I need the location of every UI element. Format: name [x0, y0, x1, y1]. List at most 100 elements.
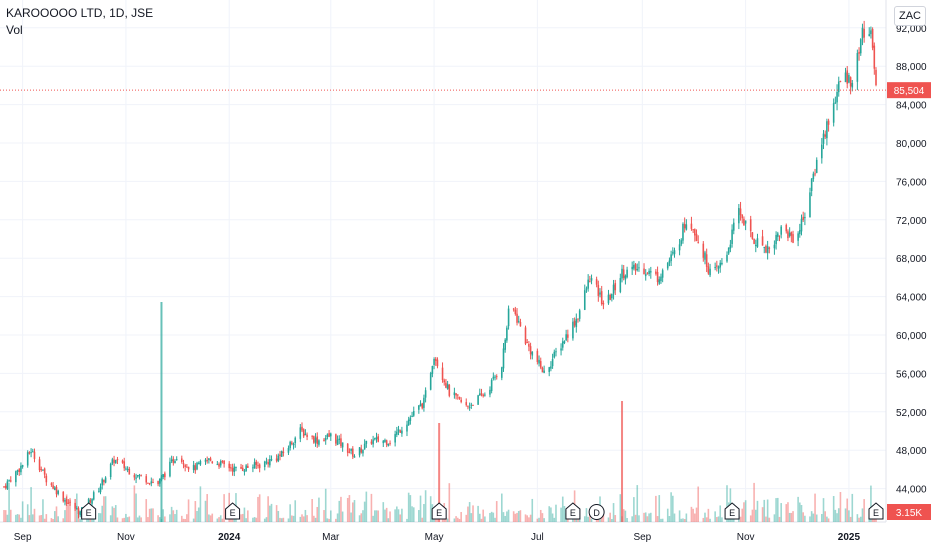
candle-body: [79, 511, 81, 516]
candle-body: [384, 439, 386, 442]
candle-body: [326, 434, 329, 438]
volume-bar: [846, 498, 849, 522]
volume-bar: [104, 496, 107, 522]
candle-body: [128, 468, 131, 475]
candle-body: [30, 452, 32, 454]
candle-body: [221, 461, 224, 463]
volume-bar: [199, 486, 202, 522]
volume-bar: [821, 514, 823, 522]
candle-body: [859, 39, 862, 54]
candle-body: [621, 268, 623, 279]
x-tick-label: Mar: [322, 532, 340, 543]
candle-body: [241, 467, 244, 472]
volume-bar: [346, 497, 349, 522]
candle-body: [446, 383, 449, 389]
candle-body: [763, 246, 766, 248]
volume-bar: [832, 496, 835, 522]
candle-body: [365, 440, 368, 444]
volume-bar: [766, 499, 769, 522]
candle-body: [341, 442, 344, 448]
volume-bar: [267, 496, 269, 522]
volume-bar: [42, 499, 44, 522]
candle-body: [709, 268, 711, 276]
candle-body: [648, 270, 650, 274]
volume-bar: [548, 506, 551, 522]
volume-bar: [695, 507, 698, 522]
volume-bar: [275, 505, 278, 522]
volume-bar: [43, 518, 46, 522]
candle-body: [826, 121, 828, 139]
volume-bar: [607, 517, 610, 522]
candle-body: [704, 252, 706, 260]
candle-body: [42, 469, 44, 471]
volume-bar: [113, 507, 115, 522]
candle-body: [123, 461, 126, 469]
volume-bar: [116, 517, 119, 522]
volume-bar: [326, 518, 329, 522]
candle-body: [385, 440, 388, 445]
candle-body: [145, 476, 148, 483]
volume-bar: [848, 510, 850, 522]
volume-bar: [245, 518, 247, 522]
volume-bar: [329, 510, 332, 522]
candle-body: [147, 482, 149, 484]
volume-bar: [631, 516, 633, 522]
volume-bar: [678, 510, 681, 522]
volume-bar: [809, 516, 811, 522]
event-marker-label: D: [593, 508, 600, 518]
volume-bar: [53, 511, 56, 522]
volume-bar: [692, 508, 694, 522]
candle-body: [721, 262, 723, 265]
candle-body: [304, 433, 307, 436]
volume-bar: [158, 517, 161, 522]
candle-body: [622, 269, 625, 278]
volume-bar: [204, 500, 207, 522]
volume-bar: [302, 516, 305, 522]
candle-body: [844, 72, 847, 83]
volume-bar: [358, 515, 361, 522]
volume-bar: [103, 496, 105, 522]
volume-bar: [633, 497, 635, 522]
volume-bar: [849, 516, 852, 522]
candle-body: [555, 351, 557, 353]
volume-bar: [680, 518, 683, 522]
candle-body: [91, 498, 93, 504]
volume-bar: [231, 518, 234, 522]
volume-bar: [490, 511, 493, 522]
x-tick-label: Sep: [14, 532, 32, 543]
volume-bar: [812, 513, 815, 522]
candle-body: [243, 470, 246, 472]
volume-bar: [870, 485, 872, 522]
candle-body: [135, 477, 137, 479]
candle-body: [749, 219, 752, 232]
candle-body: [761, 236, 764, 246]
volume-bar: [826, 516, 828, 522]
volume-bar: [197, 507, 200, 522]
currency-button[interactable]: ZAC: [894, 6, 926, 26]
candle-body: [678, 244, 681, 251]
candle-body: [575, 318, 578, 328]
volume-bar: [174, 514, 176, 522]
candle-body: [477, 395, 479, 405]
volume-bar: [289, 504, 291, 522]
volume-bar: [384, 509, 386, 522]
candle-body: [113, 459, 115, 463]
candle-body: [121, 460, 124, 463]
candle-body: [445, 382, 447, 388]
candle-body: [504, 339, 506, 350]
candle-body: [412, 411, 415, 416]
volume-bar: [436, 518, 439, 522]
volume-bar: [685, 513, 688, 522]
volume-bar: [765, 516, 767, 522]
candle-body: [644, 274, 647, 277]
volume-bar: [169, 514, 171, 522]
candle-body: [661, 270, 664, 278]
volume-bar: [126, 517, 129, 522]
volume-bar: [396, 506, 398, 522]
candle-body: [732, 222, 735, 231]
candle-body: [26, 452, 29, 466]
candle-body: [531, 351, 534, 356]
volume-bar: [780, 503, 782, 522]
